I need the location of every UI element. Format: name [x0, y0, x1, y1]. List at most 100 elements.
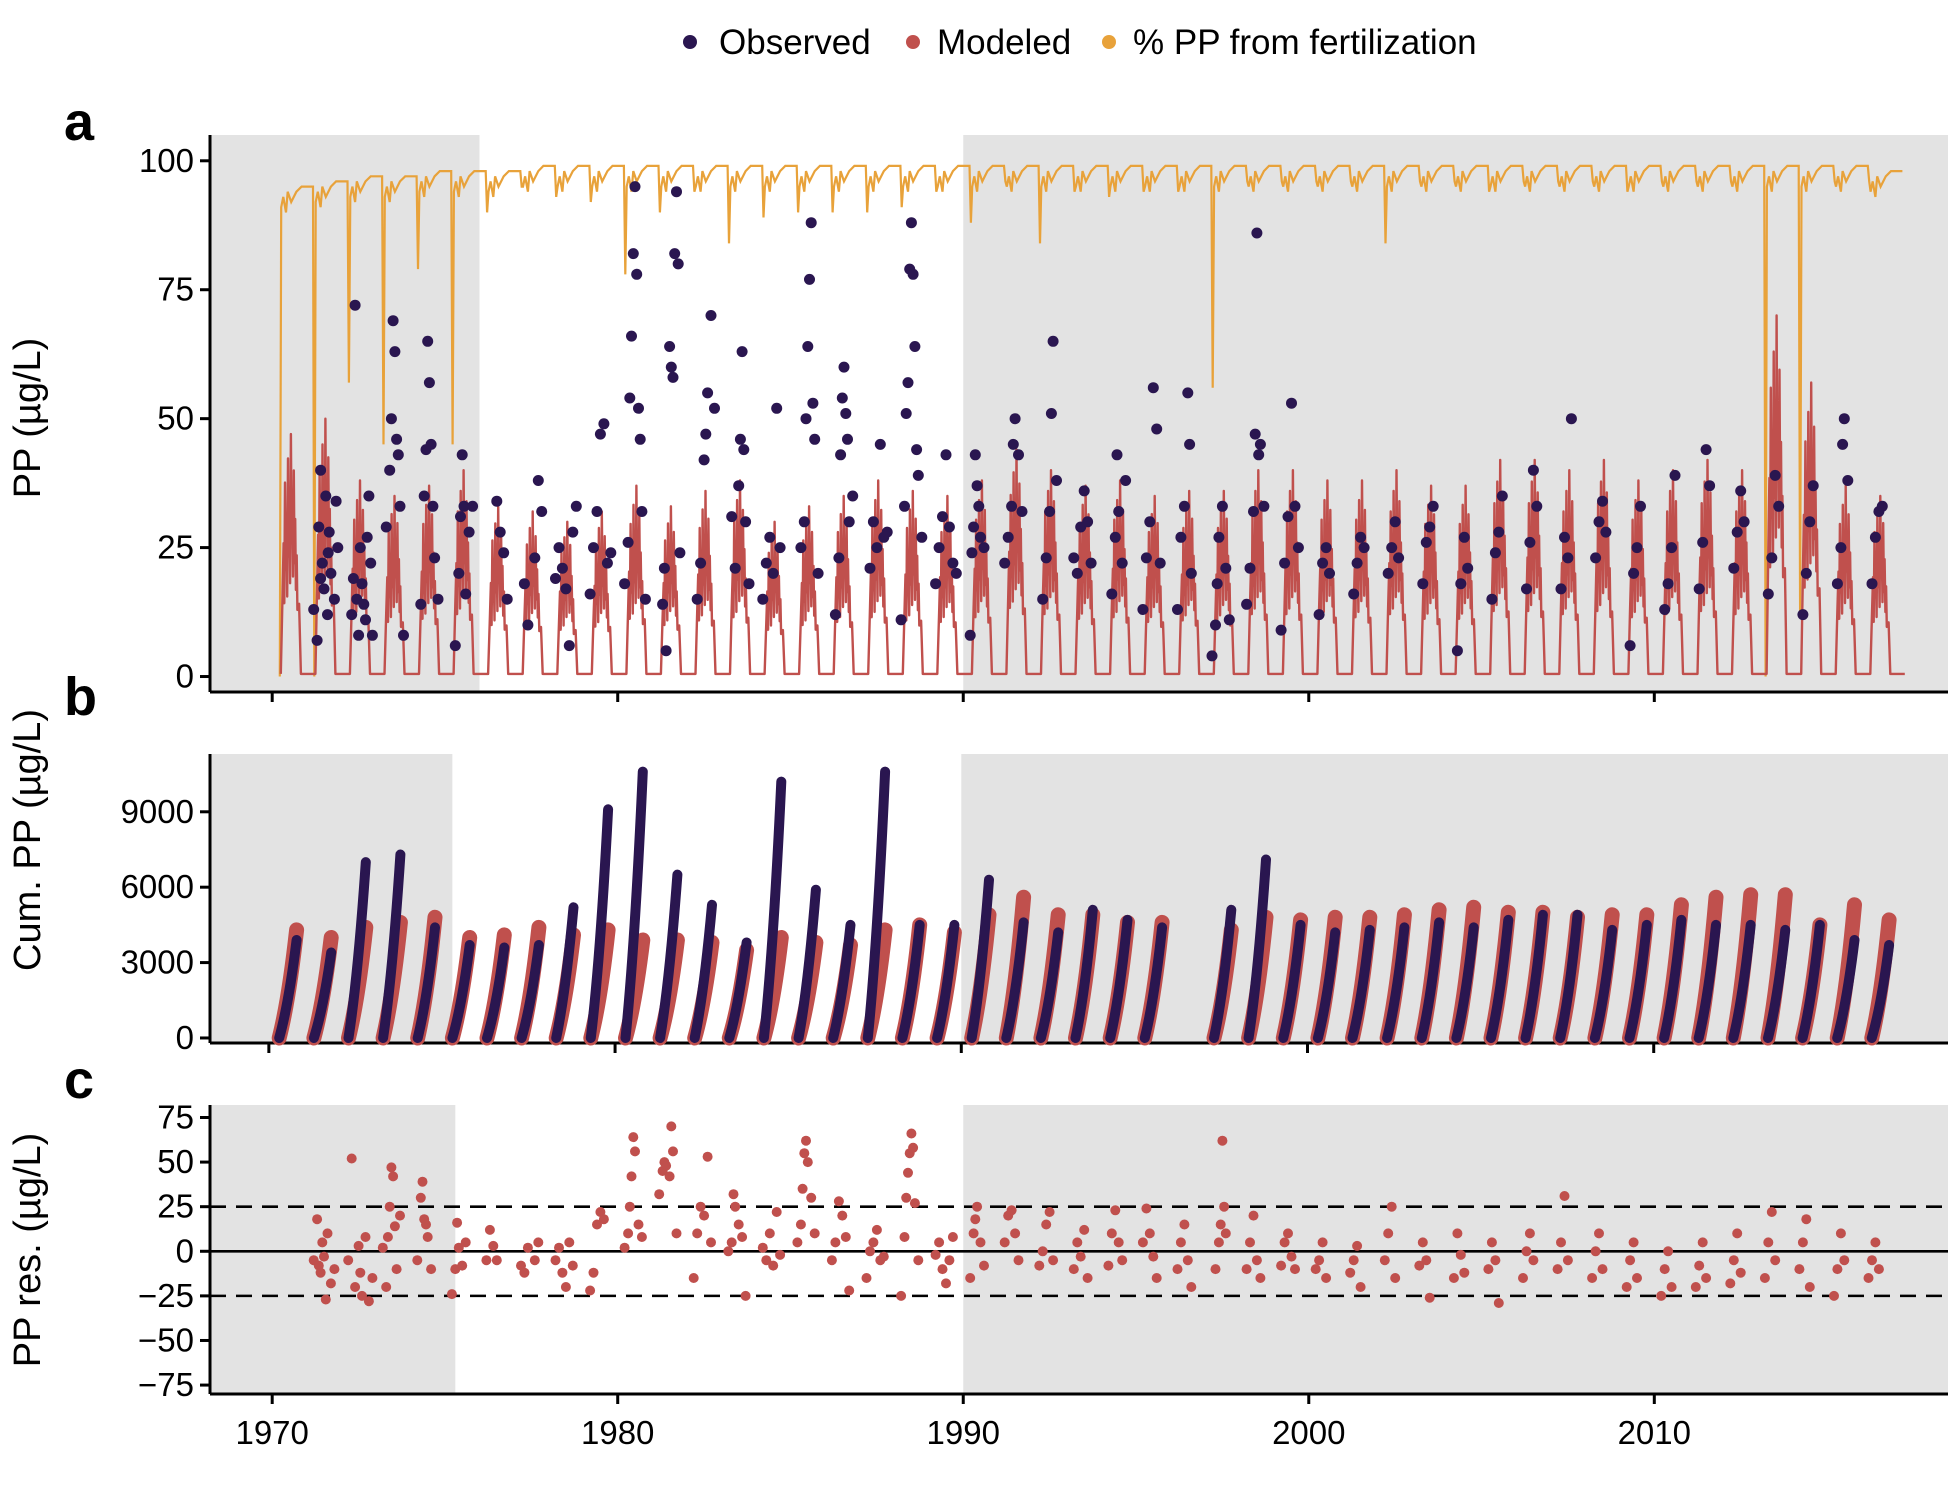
residual-point [1006, 1205, 1017, 1216]
observed-point [968, 521, 980, 533]
residual-point [488, 1240, 499, 1251]
observed-point [695, 557, 707, 569]
observed-point [384, 464, 396, 476]
observed-cumulative-line [1278, 919, 1306, 1043]
residual-point [999, 1237, 1010, 1248]
observed-point [432, 593, 444, 605]
observed-point [349, 299, 361, 311]
residual-point [560, 1282, 571, 1292]
observed-point [1116, 557, 1128, 569]
observed-point [363, 490, 375, 502]
observed-point [674, 547, 686, 559]
shaded-period [210, 1105, 456, 1394]
residual-point [730, 1201, 741, 1212]
observed-point [658, 562, 670, 574]
residual-point [1179, 1219, 1190, 1230]
observed-point [950, 567, 962, 579]
residual-point [1220, 1228, 1231, 1239]
residual-point [972, 1201, 983, 1212]
observed-cumulative-line [620, 766, 648, 1043]
observed-point [1249, 428, 1261, 440]
residual-point [809, 1228, 820, 1239]
observed-point [633, 402, 644, 414]
observed-point [1424, 521, 1436, 533]
residual-point [702, 1151, 713, 1162]
residual-point [1048, 1255, 1059, 1266]
residual-point [1587, 1273, 1598, 1283]
residual-point [1175, 1237, 1186, 1248]
observed-point [729, 562, 741, 574]
observed-point [1800, 567, 1812, 579]
panel-a-letter: a [64, 92, 95, 152]
residual-point [1632, 1273, 1642, 1283]
observed-point [1175, 531, 1187, 543]
observed-point [418, 490, 430, 502]
y-tick-label: 25 [157, 529, 194, 566]
observed-point [1493, 526, 1505, 538]
observed-point [380, 521, 392, 533]
observed-cumulative-line [274, 935, 302, 1043]
observed-cumulative-line [966, 874, 994, 1043]
observed-point [601, 557, 613, 569]
observed-point [1838, 413, 1850, 425]
residual-point [533, 1237, 544, 1248]
observed-point [1258, 500, 1270, 512]
residual-point [1552, 1264, 1563, 1275]
observed-point [805, 217, 817, 229]
observed-point [1289, 500, 1301, 512]
observed-cumulative-line [1555, 909, 1583, 1043]
observed-point [361, 531, 373, 543]
observed-point [905, 217, 917, 229]
residual-point [1348, 1255, 1359, 1266]
observed-point [1213, 531, 1225, 543]
observed-point [330, 495, 342, 507]
residual-point [692, 1228, 703, 1239]
observed-point [1045, 408, 1057, 419]
observed-point [1458, 531, 1470, 543]
residual-point [706, 1237, 716, 1248]
residual-point [452, 1217, 463, 1228]
observed-point [874, 438, 886, 450]
residual-point [965, 1273, 976, 1283]
observed-point [322, 609, 333, 621]
observed-point [809, 433, 821, 445]
residual-point [628, 1132, 639, 1143]
residual-point [1690, 1282, 1701, 1292]
residual-point [1217, 1135, 1228, 1146]
residual-point [1137, 1237, 1148, 1248]
observed-point [734, 433, 746, 445]
residual-point [381, 1282, 392, 1292]
observed-point [315, 464, 327, 476]
residual-point [1113, 1237, 1124, 1248]
observed-point [667, 371, 679, 383]
residual-point [426, 1264, 437, 1275]
observed-point [598, 418, 610, 430]
observed-point [1358, 542, 1370, 554]
observed-point [1223, 614, 1235, 626]
observed-point [453, 567, 465, 579]
residual-point [391, 1264, 402, 1275]
observed-cumulative-line [1416, 917, 1445, 1043]
observed-point [1876, 500, 1888, 512]
observed-point [1320, 542, 1332, 554]
residual-point [1414, 1260, 1425, 1271]
residual-point [723, 1246, 734, 1257]
observed-point [636, 506, 648, 517]
observed-point [313, 521, 325, 533]
observed-point [836, 392, 848, 404]
observed-point [669, 248, 681, 260]
residual-point [1663, 1246, 1674, 1257]
residual-point [1701, 1273, 1712, 1283]
residual-point [1345, 1267, 1356, 1278]
residual-point [865, 1246, 875, 1257]
observed-point [529, 552, 541, 564]
residual-point [668, 1146, 678, 1157]
residual-point [1144, 1228, 1155, 1239]
observed-cumulative-line [793, 884, 821, 1043]
observed-point [1831, 578, 1843, 590]
observed-point [1009, 413, 1021, 425]
observed-point [691, 593, 703, 605]
residual-point [1117, 1255, 1128, 1266]
residual-point [367, 1273, 378, 1283]
observed-point [740, 516, 752, 528]
